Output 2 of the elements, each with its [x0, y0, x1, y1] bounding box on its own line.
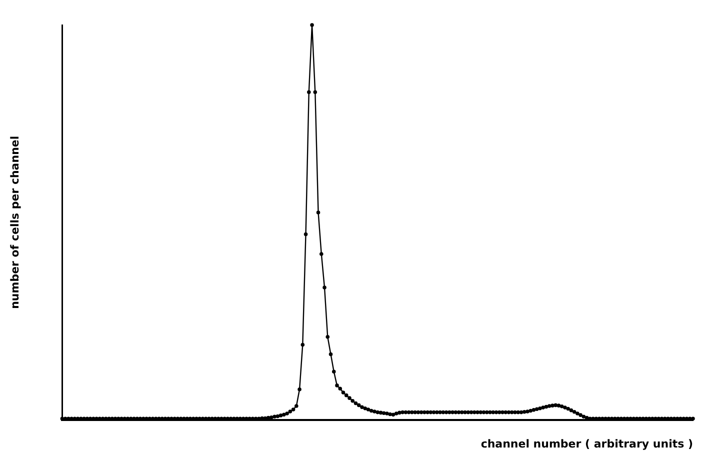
x-axis-title: channel number ( arbitrary units ): [480, 437, 693, 450]
y-axis-title: number of cells per channel: [8, 136, 22, 309]
